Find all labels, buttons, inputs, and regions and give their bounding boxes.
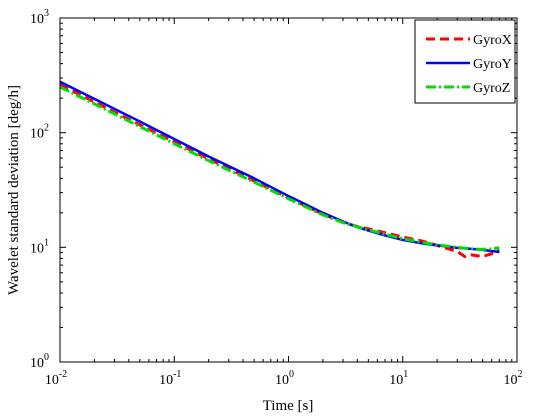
x-tick-label-base: 10: [45, 373, 59, 388]
x-tick-label-exponent: -1: [173, 369, 181, 380]
x-tick-label-base: 10: [504, 373, 518, 388]
y-tick-label-base: 10: [30, 127, 44, 142]
x-tick-label: 10-2: [45, 369, 67, 388]
tick-layer: [59, 17, 518, 363]
x-tick-label-exponent: 2: [518, 369, 523, 380]
y-tick-label-exponent: 0: [44, 352, 49, 363]
x-tick-label-base: 10: [389, 373, 403, 388]
x-tick-label-exponent: -2: [59, 369, 67, 380]
y-tick-label-base: 10: [30, 241, 44, 256]
legend-label-gyroy: GyroY: [473, 57, 512, 72]
legend: GyroX GyroY GyroZ: [414, 19, 516, 104]
y-tick-label-exponent: 1: [44, 237, 49, 248]
series-line-gyrox: [59, 83, 500, 259]
x-tick-label-base: 10: [159, 373, 173, 388]
y-tick-label-base: 10: [30, 356, 44, 371]
y-axis-label: Wavelet standard deviation [deg/h]: [6, 85, 22, 295]
y-tick-label-exponent: 3: [44, 8, 49, 19]
x-tick-label: 102: [504, 369, 523, 388]
x-tick-label: 10-1: [159, 369, 181, 388]
x-tick-label: 101: [389, 369, 408, 388]
series-line-gyroy: [59, 80, 500, 254]
legend-label-gyrox: GyroX: [473, 33, 512, 48]
y-tick-label-base: 10: [30, 12, 44, 27]
x-axis-label: Time [s]: [263, 398, 314, 414]
x-tick-label-base: 10: [275, 373, 289, 388]
legend-label-gyroz: GyroZ: [473, 81, 510, 96]
y-tick-label-exponent: 2: [44, 123, 49, 134]
y-tick-label: 102: [30, 123, 49, 142]
series-layer: [59, 80, 500, 259]
legend-items: GyroX GyroY GyroZ: [426, 33, 512, 96]
y-tick-label: 103: [30, 8, 49, 27]
legend-box: [414, 19, 516, 104]
x-tick-label-exponent: 0: [289, 369, 294, 380]
x-tick-label-exponent: 1: [403, 369, 408, 380]
y-tick-label: 100: [30, 352, 49, 371]
series-line-gyroz: [59, 85, 500, 251]
y-tick-label: 101: [30, 237, 49, 256]
x-tick-label: 100: [275, 369, 294, 388]
